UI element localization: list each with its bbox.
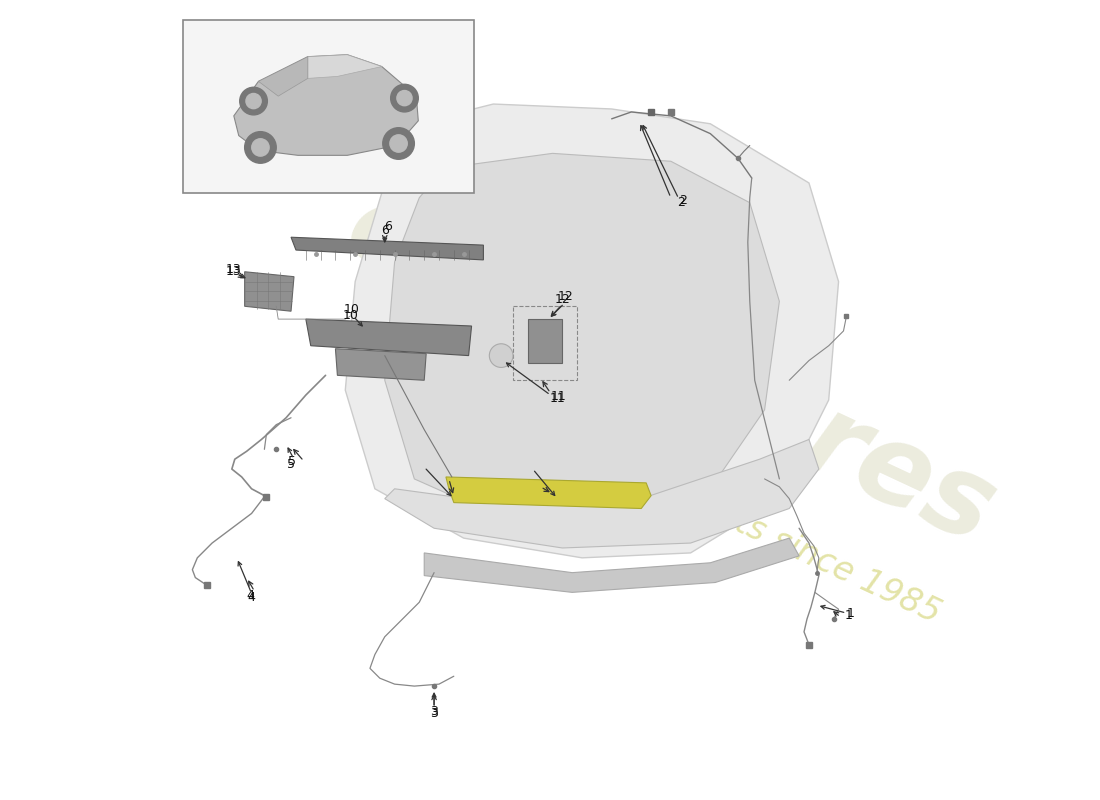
Text: 1: 1 (847, 606, 855, 619)
Polygon shape (345, 104, 838, 558)
Text: 4: 4 (246, 589, 254, 602)
Circle shape (390, 84, 418, 112)
Text: 6: 6 (381, 224, 388, 237)
Text: 10: 10 (343, 302, 359, 316)
Text: eurospares: eurospares (330, 174, 1012, 567)
Text: 2: 2 (676, 196, 684, 209)
Text: 3: 3 (430, 706, 438, 718)
Circle shape (240, 87, 267, 115)
Polygon shape (308, 54, 382, 78)
Text: 11: 11 (550, 390, 566, 402)
Text: a passion for parts since 1985: a passion for parts since 1985 (475, 387, 946, 630)
Polygon shape (336, 349, 426, 380)
Polygon shape (306, 319, 472, 356)
Text: 3: 3 (430, 707, 438, 720)
Polygon shape (292, 238, 483, 260)
Polygon shape (234, 54, 418, 155)
Polygon shape (244, 272, 294, 311)
Text: 4: 4 (248, 591, 255, 604)
Text: 13: 13 (226, 263, 242, 276)
Text: 12: 12 (558, 290, 573, 303)
Text: 2: 2 (679, 194, 686, 207)
Text: 1: 1 (845, 609, 853, 622)
Text: 11: 11 (550, 391, 565, 405)
Circle shape (246, 94, 261, 109)
Bar (183, 20, 473, 193)
Circle shape (397, 90, 412, 106)
Bar (528, 319, 562, 363)
Circle shape (252, 138, 270, 156)
Polygon shape (258, 57, 308, 96)
Polygon shape (385, 439, 818, 548)
Text: 13: 13 (226, 266, 242, 278)
Polygon shape (385, 154, 780, 523)
Polygon shape (446, 477, 651, 509)
Circle shape (490, 344, 513, 367)
Circle shape (389, 135, 407, 152)
Bar (513, 306, 578, 380)
Polygon shape (425, 538, 799, 592)
Text: 5: 5 (288, 454, 296, 468)
Text: 5: 5 (287, 458, 295, 470)
Text: 12: 12 (554, 293, 570, 306)
Circle shape (244, 132, 276, 163)
Circle shape (383, 128, 415, 159)
Text: 10: 10 (342, 309, 359, 322)
Text: 6: 6 (384, 220, 392, 233)
